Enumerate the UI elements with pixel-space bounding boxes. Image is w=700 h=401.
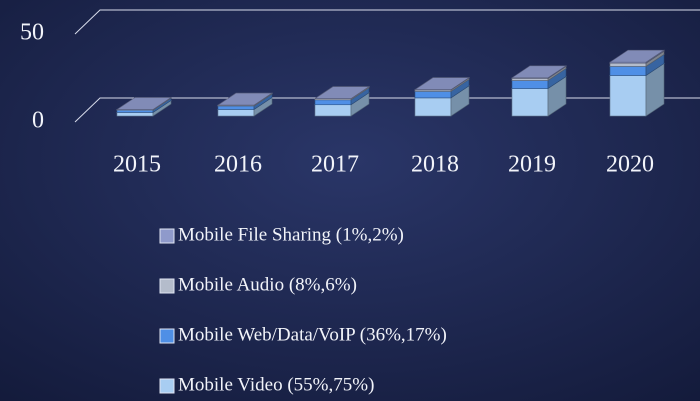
bar-top [511, 65, 567, 79]
bar-top [414, 77, 470, 90]
bar-segment [511, 65, 567, 79]
y-tick-label: 50 [20, 20, 44, 46]
bar-front [314, 104, 352, 117]
bar-segment [217, 92, 273, 106]
legend-label: Mobile Audio (8%,6%) [178, 274, 357, 295]
legend-label: Mobile Video (55%,75%) [178, 374, 374, 395]
legend-label: Mobile File Sharing (1%,2%) [178, 224, 404, 245]
bar-top [314, 86, 370, 99]
legend-swatch [159, 278, 175, 294]
legend-swatch [159, 228, 175, 244]
y-tick-label: 0 [32, 108, 44, 134]
legend-swatch [159, 378, 175, 394]
x-tick-label: 2017 [311, 152, 359, 178]
legend-label: Mobile Web/Data/VoIP (36%,17%) [178, 324, 447, 345]
x-tick-label: 2015 [113, 152, 161, 178]
bar-top [217, 92, 273, 106]
bar-front [609, 62, 647, 67]
bar-front [217, 109, 255, 117]
bar-segment [609, 49, 665, 64]
x-tick-label: 2018 [411, 152, 459, 178]
bar-segment [414, 77, 470, 91]
bar-segment [116, 96, 172, 111]
bar-front [414, 97, 452, 117]
bar-front [314, 99, 352, 106]
bar-front [511, 80, 549, 89]
bar-front [116, 109, 154, 113]
bar-top [609, 49, 665, 63]
bar-front [511, 88, 549, 117]
bar-front [609, 75, 647, 117]
x-tick-label: 2019 [508, 152, 556, 178]
bar-front [116, 112, 154, 117]
bar-segment [314, 86, 370, 100]
grid-line [74, 97, 700, 123]
legend-swatch [159, 328, 175, 344]
x-tick-label: 2020 [606, 152, 654, 178]
grid-line [74, 9, 700, 35]
x-tick-label: 2016 [214, 152, 262, 178]
bar-front [414, 91, 452, 99]
bar-front [609, 66, 647, 76]
bar-front [511, 78, 549, 81]
bar-top [116, 97, 172, 110]
bar-front [217, 105, 255, 110]
